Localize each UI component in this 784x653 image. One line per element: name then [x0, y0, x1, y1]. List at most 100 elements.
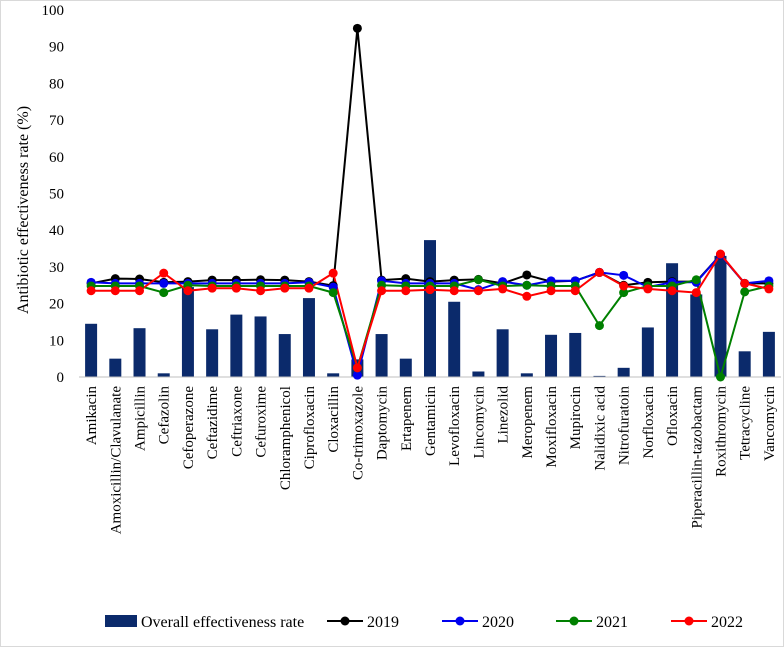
y-tick-label: 100 — [42, 3, 65, 19]
series-point-2022 — [594, 267, 604, 277]
category-label: Vancomycin — [762, 386, 778, 461]
bar-series — [85, 240, 775, 377]
legend: Overall effectiveness rate 2019 2020 2021 20… — [105, 614, 743, 631]
bar — [448, 301, 461, 377]
category-label: Norfloxacin — [641, 386, 657, 459]
bar — [496, 329, 509, 377]
series-point-2022 — [522, 291, 532, 301]
series-point-2019 — [352, 23, 362, 33]
category-label: Chloramphenicol — [278, 386, 294, 490]
series-point-2022 — [231, 283, 241, 293]
series-point-2022 — [498, 284, 508, 294]
bar — [690, 294, 703, 377]
category-label: Cefoperazone — [181, 386, 197, 470]
series-point-2021 — [594, 321, 604, 331]
series-point-2022 — [425, 285, 435, 295]
y-axis-ticks: 0 10 20 30 40 50 60 70 80 90 100 — [42, 3, 65, 386]
category-label: Nitrofuratoin — [617, 386, 633, 466]
series-point-2022 — [570, 286, 580, 296]
category-label: Amikacin — [84, 386, 100, 446]
category-label: Ceftriaxone — [229, 386, 245, 457]
legend-swatch-marker-2019 — [340, 616, 350, 626]
category-label: Ciprofloxacin — [302, 386, 318, 470]
series-point-2022 — [546, 286, 556, 296]
bar — [327, 373, 340, 377]
line-series — [86, 23, 774, 382]
bar — [617, 367, 630, 377]
y-tick-label: 40 — [49, 223, 64, 239]
bar — [714, 255, 727, 377]
bar — [569, 332, 582, 377]
legend-label-2019: 2019 — [367, 614, 399, 631]
series-point-2022 — [473, 286, 483, 296]
series-point-2022 — [183, 286, 193, 296]
category-label: Daptomycin — [375, 386, 391, 461]
category-label: Linezolid — [496, 386, 512, 444]
y-axis-label: Antibiotic effectiveness rate (%) — [15, 106, 32, 314]
legend-swatch-marker-2021 — [569, 616, 579, 626]
series-point-2019 — [522, 270, 532, 280]
bar — [424, 240, 436, 377]
category-label: Ampicillin — [133, 386, 149, 451]
legend-label-2020: 2020 — [482, 614, 514, 631]
series-point-2021 — [691, 275, 701, 285]
series-point-2022 — [328, 268, 338, 278]
category-label: Lincomycin — [471, 386, 487, 459]
category-label: Levofloxacin — [447, 386, 463, 466]
category-label: Roxithromycin — [713, 386, 729, 477]
bar — [206, 329, 219, 377]
legend-swatch-bar — [105, 615, 137, 627]
series-point-2020 — [352, 370, 362, 380]
series-point-2022 — [377, 286, 387, 296]
bar — [375, 334, 388, 377]
series-point-2022 — [764, 284, 774, 294]
series-point-2022 — [740, 278, 750, 288]
series-point-2021 — [473, 275, 483, 285]
legend-label-2021: 2021 — [596, 614, 628, 631]
bar — [133, 328, 146, 377]
bar — [472, 371, 485, 377]
legend-swatch-marker-2020 — [455, 616, 465, 626]
series-point-2022 — [280, 283, 290, 293]
bar — [545, 334, 558, 377]
series-point-2022 — [110, 286, 120, 296]
bar — [157, 373, 170, 377]
bar — [230, 314, 243, 377]
y-tick-label: 10 — [49, 333, 64, 349]
series-point-2021 — [619, 288, 629, 298]
category-label: Cefuroxime — [254, 386, 270, 458]
bar — [520, 373, 533, 377]
bar — [593, 375, 606, 377]
series-point-2021 — [740, 287, 750, 297]
y-tick-label: 30 — [49, 260, 64, 276]
category-label: Piperacillin-tazobactam — [689, 386, 705, 529]
y-tick-label: 20 — [49, 297, 64, 313]
bar — [109, 358, 122, 377]
bar — [641, 327, 654, 377]
category-label: Tetracycline — [738, 386, 754, 460]
series-point-2022 — [715, 249, 725, 259]
y-tick-label: 90 — [49, 40, 64, 56]
category-label: Cloxacillin — [326, 386, 342, 453]
series-point-2022 — [449, 286, 459, 296]
legend-swatch-marker-2022 — [684, 616, 694, 626]
category-label: Amoxicillin/Clavulanate — [108, 386, 124, 535]
category-label: Moxifloxacin — [544, 386, 560, 468]
bar — [302, 298, 315, 377]
series-point-2022 — [135, 286, 145, 296]
series-point-2020 — [159, 278, 169, 288]
category-label: Ofloxacin — [665, 386, 681, 446]
y-tick-label: 70 — [49, 113, 64, 129]
y-tick-label: 0 — [57, 370, 65, 386]
series-point-2022 — [619, 281, 629, 291]
series-point-2022 — [352, 363, 362, 373]
category-label: Gentamicin — [423, 386, 439, 456]
series-point-2022 — [304, 283, 314, 293]
series-point-2021 — [715, 372, 725, 382]
category-label: Cefazolin — [157, 386, 173, 445]
legend-label-bar: Overall effectiveness rate — [141, 614, 304, 631]
series-point-2022 — [691, 288, 701, 298]
category-label: Meropenem — [520, 386, 536, 459]
